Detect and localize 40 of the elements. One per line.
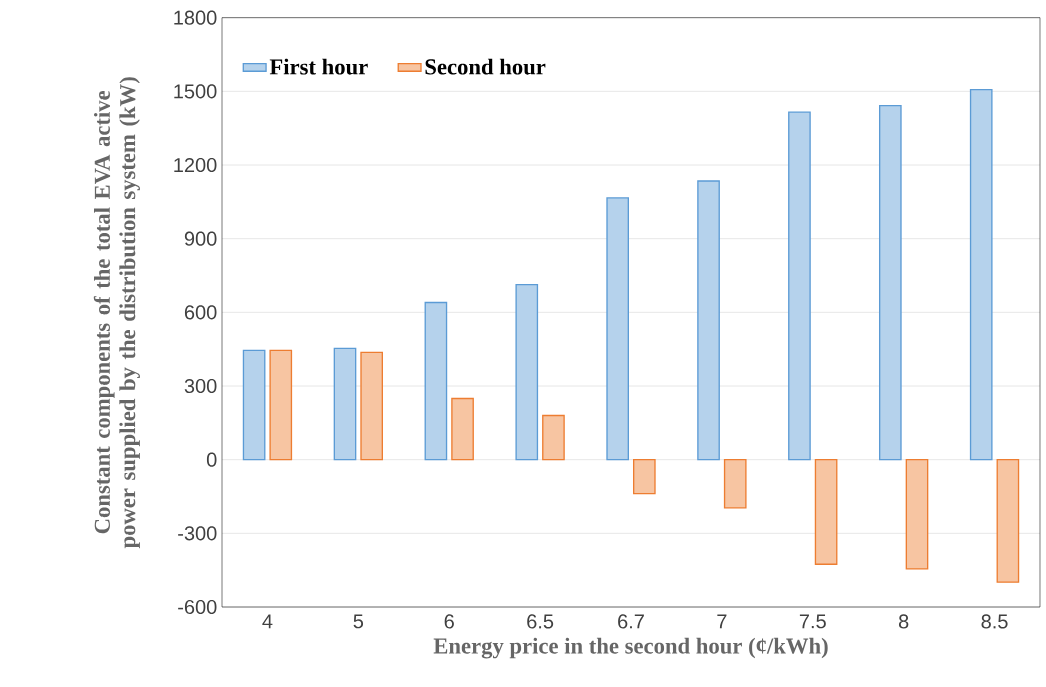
y-tick-label: 900: [184, 231, 217, 246]
x-tick-label: 5: [353, 614, 364, 629]
y-tick-label: 0: [206, 452, 217, 467]
x-tick-label: 4: [262, 614, 273, 629]
bar: [788, 111, 811, 461]
x-tick-label: 6.7: [618, 614, 644, 629]
bar: [723, 459, 747, 509]
x-tick-label: 6.5: [527, 614, 554, 629]
bar: [333, 347, 357, 461]
y-tick-label: 1500: [174, 84, 217, 99]
bar: [697, 180, 720, 461]
bar: [878, 104, 902, 461]
bar: [515, 283, 539, 461]
legend-label: First hour: [269, 58, 368, 75]
x-tick-label: 6: [444, 614, 454, 629]
bar: [606, 197, 629, 461]
y-tick-label: 600: [184, 305, 217, 320]
x-tick-label: 8.5: [981, 614, 1008, 629]
legend-label: Second hour: [425, 58, 546, 75]
x-axis-title: Energy price in the second hour (¢/kWh): [433, 637, 828, 659]
bar: [542, 414, 565, 461]
y-tick-label: 300: [184, 378, 217, 394]
bar: [814, 459, 838, 565]
x-tick-label: 8: [898, 614, 909, 629]
y-tick-label: -300: [178, 526, 217, 541]
x-tick-label: 7.5: [799, 614, 826, 629]
bar: [996, 459, 1020, 583]
bar: [424, 301, 448, 461]
y-tick-label: -600: [178, 599, 217, 615]
x-tick-label: 7: [717, 614, 727, 629]
y-tick-label: 1200: [174, 157, 217, 173]
bar: [360, 351, 384, 461]
bar: [269, 349, 293, 461]
bar: [242, 349, 266, 461]
bar: [905, 459, 929, 570]
y-tick-label: 1800: [174, 10, 217, 25]
y-axis-title: Constant components of the total EVA active power supplied by the distribution system (kW): [93, 77, 140, 549]
bar: [451, 397, 474, 461]
bar: [633, 459, 656, 495]
bar: [969, 88, 993, 461]
